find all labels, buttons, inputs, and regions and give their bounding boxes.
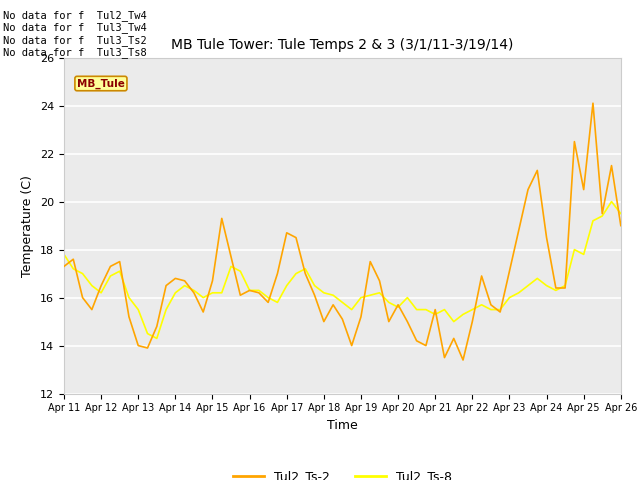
Tul2_Ts-2 — [460, 357, 467, 363]
Tul2_Ts-8 — [403, 295, 411, 300]
Tul2_Ts-2 — [172, 276, 179, 281]
Tul2_Ts-2 — [190, 290, 198, 296]
Tul2_Ts-8 — [200, 295, 207, 300]
Line: Tul2_Ts-8: Tul2_Ts-8 — [64, 202, 621, 338]
Tul2_Ts-8 — [180, 283, 188, 288]
Tul2_Ts-8 — [60, 252, 68, 257]
Tul2_Ts-8 — [608, 199, 616, 204]
Legend: Tul2_Ts-2, Tul2_Ts-8: Tul2_Ts-2, Tul2_Ts-8 — [228, 465, 457, 480]
Y-axis label: Temperature (C): Temperature (C) — [22, 175, 35, 276]
Tul2_Ts-8 — [366, 292, 374, 298]
Text: No data for f  Tul2_Tw4
No data for f  Tul3_Tw4
No data for f  Tul3_Ts2
No data : No data for f Tul2_Tw4 No data for f Tul… — [3, 10, 147, 58]
Tul2_Ts-2 — [589, 100, 596, 106]
Title: MB Tule Tower: Tule Temps 2 & 3 (3/1/11-3/19/14): MB Tule Tower: Tule Temps 2 & 3 (3/1/11-… — [172, 38, 513, 52]
Tul2_Ts-8 — [617, 211, 625, 216]
Tul2_Ts-2 — [357, 314, 365, 320]
Line: Tul2_Ts-2: Tul2_Ts-2 — [64, 103, 621, 360]
Tul2_Ts-2 — [394, 302, 402, 308]
X-axis label: Time: Time — [327, 419, 358, 432]
Tul2_Ts-2 — [552, 285, 559, 291]
Tul2_Ts-2 — [60, 264, 68, 269]
Tul2_Ts-8 — [552, 288, 559, 293]
Tul2_Ts-8 — [153, 336, 161, 341]
Tul2_Ts-2 — [617, 223, 625, 228]
Tul2_Ts-2 — [255, 290, 263, 296]
Text: MB_Tule: MB_Tule — [77, 78, 125, 89]
Tul2_Ts-8 — [264, 295, 272, 300]
